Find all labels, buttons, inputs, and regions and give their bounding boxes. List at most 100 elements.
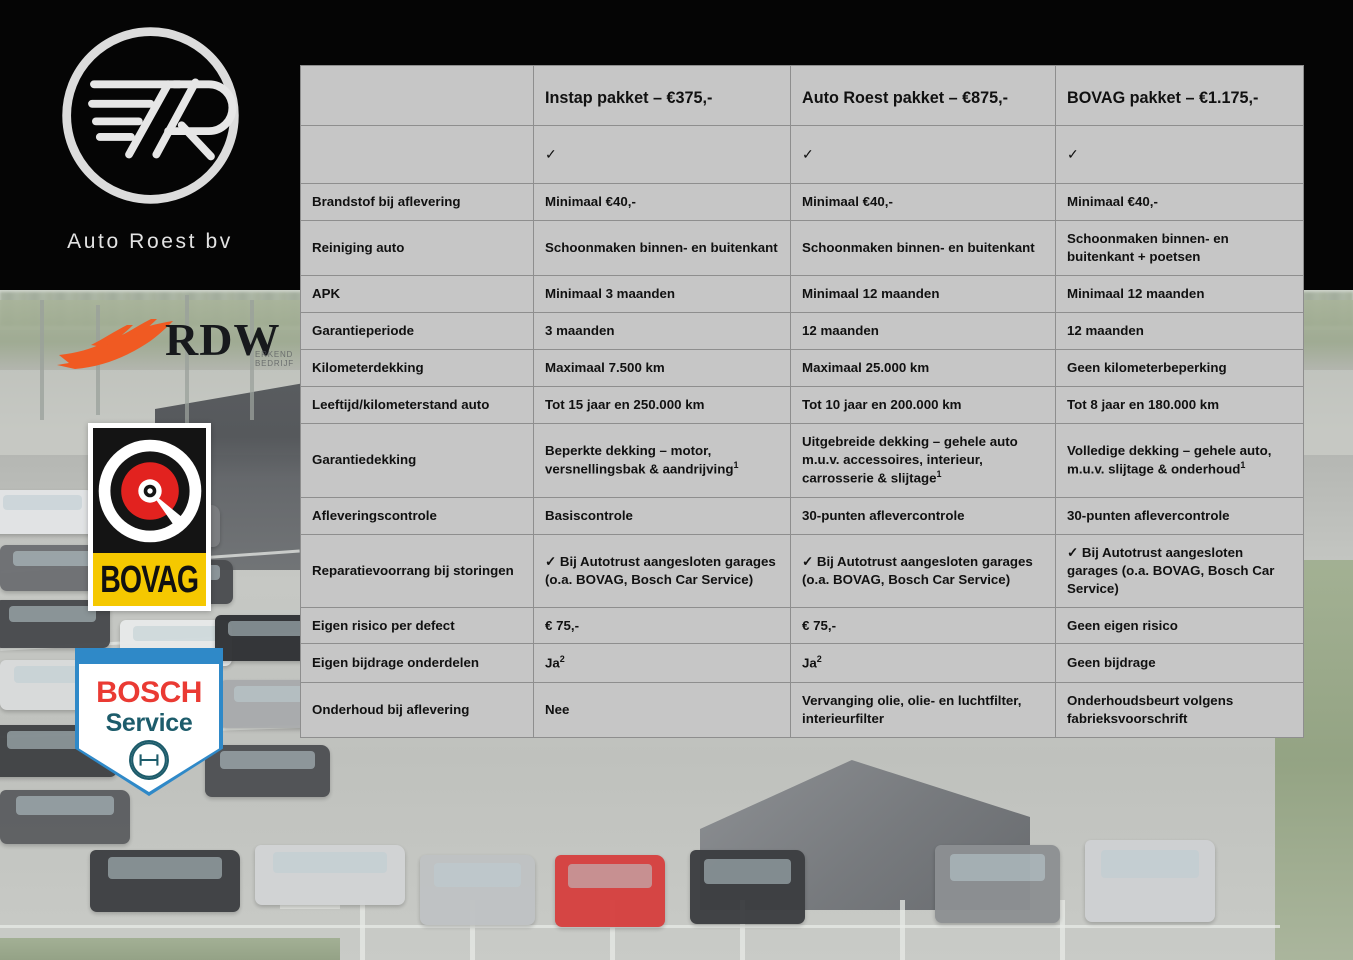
row-value-package-1: Minimaal 3 maanden bbox=[533, 274, 791, 313]
rdw-wordmark: RDW bbox=[165, 314, 281, 365]
parked-car bbox=[90, 850, 240, 912]
table-row: Onderhoud bij aflevering Nee Vervanging ol… bbox=[300, 681, 1304, 738]
light-pole bbox=[40, 300, 44, 420]
light-pole bbox=[185, 295, 189, 425]
row-value-package-2: Vervanging olie, olie- en luchtfilter, i… bbox=[790, 681, 1056, 738]
row-value-package-2: € 75,- bbox=[790, 606, 1056, 645]
table-header-row: Instap pakket – €375,- Auto Roest pakket … bbox=[300, 65, 1304, 126]
parking-line bbox=[360, 900, 365, 960]
table-row: Reiniging auto Schoonmaken binnen- en bui… bbox=[300, 219, 1304, 276]
row-value-package-1: € 75,- bbox=[533, 606, 791, 645]
row-value-package-1: Basiscontrole bbox=[533, 496, 791, 535]
header-package-column-2: Auto Roest pakket – €875,- bbox=[790, 65, 1056, 126]
grass-verge-bottom bbox=[0, 938, 340, 960]
rdw-subtext: ERKEND BEDRIJF bbox=[255, 350, 294, 368]
parking-line bbox=[280, 905, 340, 909]
parked-car bbox=[255, 845, 405, 905]
light-pole bbox=[250, 300, 254, 420]
table-row: Eigen risico per defect € 75,- € 75,- Geen … bbox=[300, 606, 1304, 645]
table-row: Garantieperiode 3 maanden 12 maanden 12 maa… bbox=[300, 311, 1304, 350]
row-feature-label: Eigen bijdrage onderdelen bbox=[300, 643, 534, 683]
row-value-package-3: 30-punten aflevercontrole bbox=[1055, 496, 1304, 535]
row-value-package-1: Tot 15 jaar en 250.000 km bbox=[533, 385, 791, 424]
row-value-package-3: ✓ Bij Autotrust aangesloten garages (o.a… bbox=[1055, 533, 1304, 608]
row-value-package-1: 3 maanden bbox=[533, 311, 791, 350]
row-value-package-3: Schoonmaken binnen- en buitenkant + poet… bbox=[1055, 219, 1304, 276]
parking-line bbox=[1060, 900, 1065, 960]
row-value-package-2: Uitgebreide dekking – gehele auto m.u.v.… bbox=[790, 422, 1056, 498]
auto-roest-monogram-icon bbox=[62, 27, 239, 204]
right-black-bar bbox=[1303, 0, 1353, 290]
row-feature-label: Onderhoud bij aflevering bbox=[300, 681, 534, 738]
row-value-package-2: Tot 10 jaar en 200.000 km bbox=[790, 385, 1056, 424]
parking-line bbox=[740, 900, 745, 960]
rdw-bird-icon bbox=[57, 319, 173, 369]
row-value-package-2: Minimaal 12 maanden bbox=[790, 274, 1056, 313]
table-row: APK Minimaal 3 maanden Minimaal 12 maanden… bbox=[300, 274, 1304, 313]
row-value-package-1: Schoonmaken binnen- en buitenkant bbox=[533, 219, 791, 276]
parked-car bbox=[420, 855, 535, 925]
bosch-emblem-icon bbox=[129, 740, 169, 780]
bovag-wordmark: BOVAG bbox=[100, 557, 200, 601]
bovag-logo-bottom: BOVAG bbox=[93, 553, 206, 606]
bovag-target-icon bbox=[98, 439, 201, 542]
company-name: Auto Roest bv bbox=[67, 230, 233, 253]
row-value-package-3: 12 maanden bbox=[1055, 311, 1304, 350]
header-package-column-3: BOVAG pakket – €1.175,- bbox=[1055, 65, 1304, 126]
parked-car bbox=[555, 855, 665, 927]
row-value-package-3: Onderhoudsbeurt volgens fabrieksvoorschr… bbox=[1055, 681, 1304, 738]
table-row: Reparatievoorrang bij storingen ✓ Bij Aut… bbox=[300, 533, 1304, 608]
row-value-package-3: Minimaal €40,- bbox=[1055, 183, 1304, 221]
parked-car bbox=[935, 845, 1060, 923]
row-value-package-1: Ja2 bbox=[533, 643, 791, 683]
parked-car bbox=[0, 790, 130, 844]
row-value-package-3: Geen bijdrage bbox=[1055, 643, 1304, 683]
table-check-row: ✓ ✓ ✓ bbox=[300, 125, 1304, 184]
check-mark-icon: ✓ bbox=[533, 125, 791, 184]
row-feature-label: Reiniging auto bbox=[300, 219, 534, 276]
row-feature-label: Reparatievoorrang bij storingen bbox=[300, 533, 534, 608]
parked-car bbox=[0, 490, 95, 534]
row-feature-label: Kilometerdekking bbox=[300, 348, 534, 387]
row-feature-label: Garantiedekking bbox=[300, 422, 534, 498]
row-value-package-3: Tot 8 jaar en 180.000 km bbox=[1055, 385, 1304, 424]
table-row: Eigen bijdrage onderdelen Ja2 Ja2 Geen bijd… bbox=[300, 643, 1304, 683]
row-value-package-2: Ja2 bbox=[790, 643, 1056, 683]
table-row: Leeftijd/kilometerstand auto Tot 15 jaar … bbox=[300, 385, 1304, 424]
table-row: Garantiedekking Beperkte dekking – motor,… bbox=[300, 422, 1304, 498]
row-feature-label: Leeftijd/kilometerstand auto bbox=[300, 385, 534, 424]
rdw-certification-logo: RDW ERKEND BEDRIJF bbox=[55, 305, 295, 380]
package-comparison-table: Instap pakket – €375,- Auto Roest pakket … bbox=[300, 65, 1304, 738]
row-value-package-3: Geen kilometerbeperking bbox=[1055, 348, 1304, 387]
table-row: Brandstof bij aflevering Minimaal €40,- Mi… bbox=[300, 183, 1304, 221]
row-value-package-1: Beperkte dekking – motor, versnellingsba… bbox=[533, 422, 791, 498]
row-value-package-1: Minimaal €40,- bbox=[533, 183, 791, 221]
row-feature-label: Garantieperiode bbox=[300, 311, 534, 350]
parked-car bbox=[690, 850, 805, 924]
row-value-package-3: Volledige dekking – gehele auto, m.u.v. … bbox=[1055, 422, 1304, 498]
parking-line bbox=[900, 900, 905, 960]
row-value-package-2: Schoonmaken binnen- en buitenkant bbox=[790, 219, 1056, 276]
bovag-logo-top bbox=[93, 428, 206, 553]
row-value-package-2: Minimaal €40,- bbox=[790, 183, 1056, 221]
parking-line bbox=[470, 900, 475, 960]
parking-line bbox=[610, 900, 615, 960]
top-black-bar bbox=[300, 0, 1353, 65]
row-value-package-3: Minimaal 12 maanden bbox=[1055, 274, 1304, 313]
parked-car bbox=[0, 600, 110, 648]
parked-car bbox=[205, 745, 330, 797]
service-wordmark: Service bbox=[105, 709, 193, 737]
header-package-column-1: Instap pakket – €375,- bbox=[533, 65, 791, 126]
row-value-package-1: Nee bbox=[533, 681, 791, 738]
row-feature-label: Eigen risico per defect bbox=[300, 606, 534, 645]
row-feature-label: Afleveringscontrole bbox=[300, 496, 534, 535]
table-row: Afleveringscontrole Basiscontrole 30-punte… bbox=[300, 496, 1304, 535]
row-value-package-3: Geen eigen risico bbox=[1055, 606, 1304, 645]
row-value-package-2: 30-punten aflevercontrole bbox=[790, 496, 1056, 535]
header-feature-column bbox=[300, 65, 534, 126]
row-value-package-1: Maximaal 7.500 km bbox=[533, 348, 791, 387]
row-value-package-2: ✓ Bij Autotrust aangesloten garages (o.a… bbox=[790, 533, 1056, 608]
row-feature-label: Brandstof bij aflevering bbox=[300, 183, 534, 221]
table-row: Kilometerdekking Maximaal 7.500 km Maximaa… bbox=[300, 348, 1304, 387]
bosch-wordmark: BOSCH bbox=[96, 676, 202, 709]
